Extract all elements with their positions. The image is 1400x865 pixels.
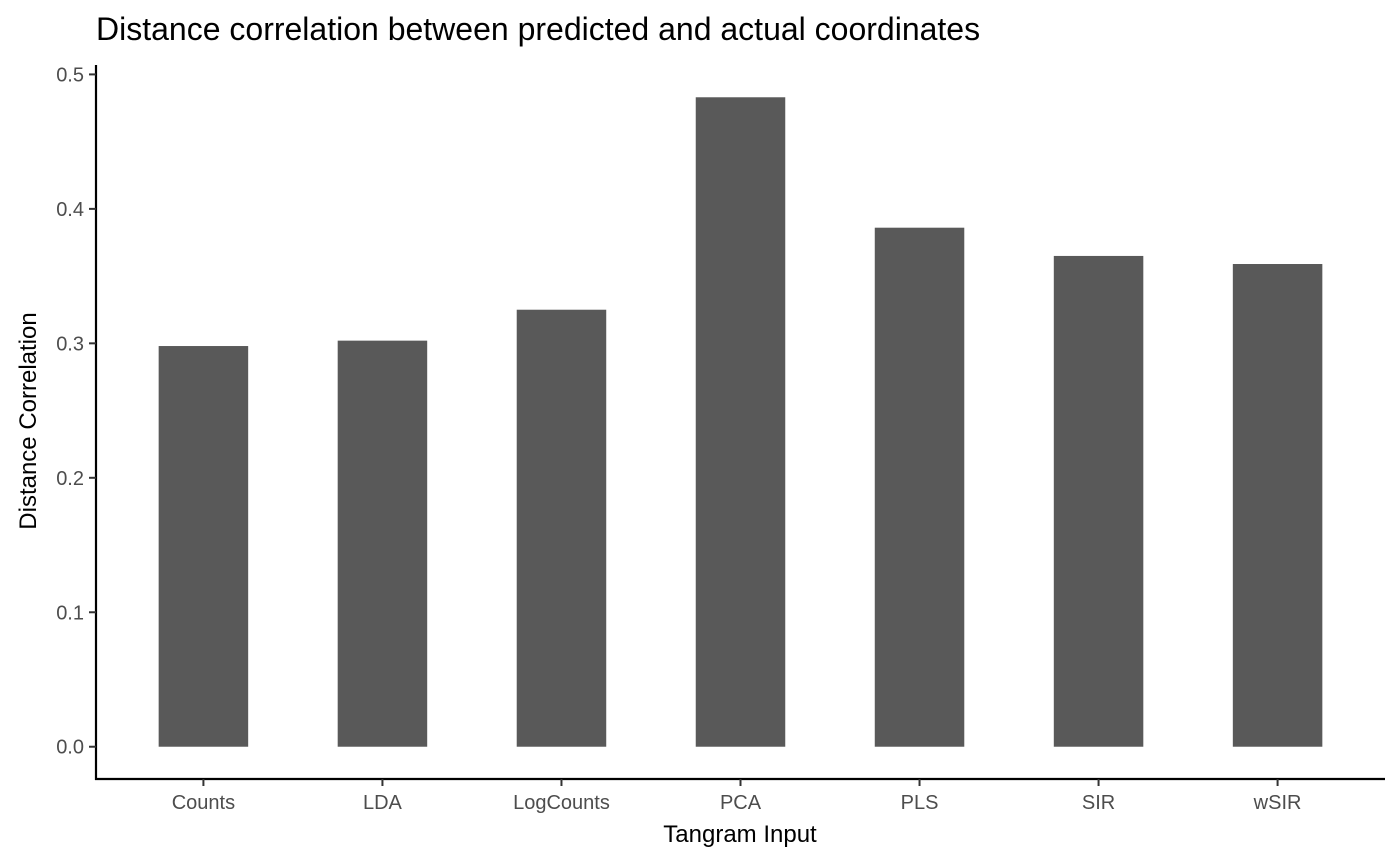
y-axis-title: Distance Correlation <box>15 312 42 529</box>
bar-pca <box>695 97 786 747</box>
bar-pls <box>874 227 965 747</box>
bar-sir <box>1053 255 1144 747</box>
x-tick-label: PLS <box>901 792 939 814</box>
x-tick-label: PCA <box>720 792 762 814</box>
y-tick-label: 0.0 <box>56 737 84 759</box>
y-axis-ticks: 0.0 0.1 0.2 0.3 0.4 0.5 <box>56 64 96 759</box>
x-tick-label: LDA <box>363 792 403 814</box>
x-axis-ticks: Counts LDA LogCounts PCA PLS SIR wSIR <box>172 779 1302 814</box>
y-tick-label: 0.4 <box>56 199 84 221</box>
x-axis-title: Tangram Input <box>663 821 817 848</box>
bar-logcounts <box>516 309 607 747</box>
bar-wsir <box>1232 264 1323 747</box>
chart-title: Distance correlation between predicted a… <box>96 11 980 47</box>
bar-lda <box>337 340 428 747</box>
y-tick-label: 0.2 <box>56 468 84 490</box>
x-tick-label: LogCounts <box>513 792 610 814</box>
y-tick-label: 0.1 <box>56 602 84 624</box>
x-tick-label: wSIR <box>1253 792 1302 814</box>
y-tick-label: 0.5 <box>56 64 84 86</box>
y-tick-label: 0.3 <box>56 333 84 355</box>
bar-counts <box>158 346 249 747</box>
plot-area <box>158 97 1323 747</box>
x-tick-label: Counts <box>172 792 235 814</box>
x-tick-label: SIR <box>1082 792 1115 814</box>
